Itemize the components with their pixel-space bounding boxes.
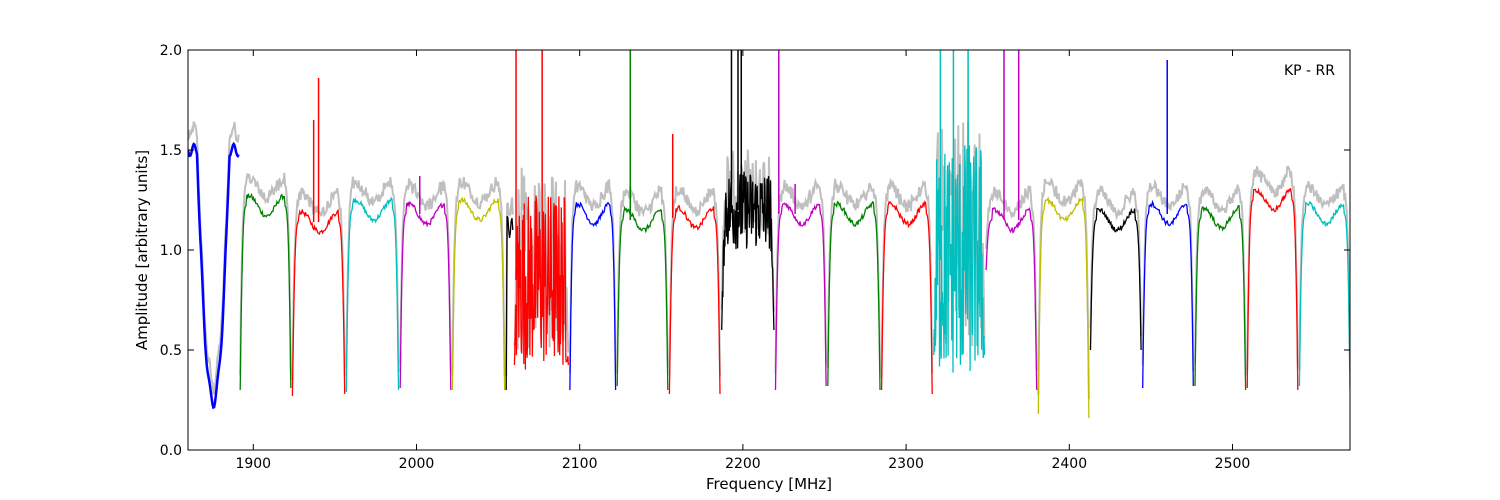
reference-trace-band	[616, 185, 669, 374]
band-series-23	[1298, 200, 1350, 391]
x-tick-label: 2000	[399, 456, 435, 472]
reference-trace-band	[985, 185, 1038, 371]
y-tick-label: 1.0	[160, 243, 182, 259]
reference-trace-band	[1246, 165, 1299, 371]
band-series-10	[616, 205, 669, 391]
reference-trace-band	[1141, 178, 1195, 372]
band-series-12	[721, 171, 775, 331]
x-tick-label: 2100	[562, 456, 598, 472]
reference-trace	[188, 121, 1350, 400]
reference-trace-band	[1037, 177, 1090, 400]
y-tick-label: 0.5	[160, 343, 182, 359]
band-series-6	[451, 196, 506, 391]
band-series-21	[1194, 204, 1247, 391]
x-tick-label: 2300	[888, 456, 924, 472]
reference-trace-band	[1194, 184, 1247, 376]
reference-trace-band	[188, 121, 240, 395]
x-tick-label: 2500	[1215, 456, 1251, 472]
reference-trace-band	[399, 178, 452, 373]
band-series-22	[1246, 187, 1299, 391]
band-series-8	[513, 195, 569, 370]
y-axis-label: Amplitude [arbitrary units]	[133, 150, 151, 350]
band-series-17	[985, 206, 1038, 391]
x-tick-label: 1900	[235, 456, 271, 472]
reference-trace-band	[239, 172, 292, 376]
band-series-11	[668, 205, 721, 395]
reference-trace-band	[668, 186, 721, 377]
band-series-2	[239, 192, 292, 391]
band-series-19	[1089, 207, 1142, 351]
reference-trace-band	[568, 178, 617, 374]
reference-trace-band	[345, 176, 400, 372]
band-series-7	[505, 215, 514, 391]
reference-trace-band	[880, 177, 934, 378]
band-series-5	[399, 200, 452, 391]
x-axis: 1900 2000 2100 2200 2300 2400 2500	[235, 50, 1250, 472]
band-series-14	[827, 200, 881, 391]
x-tick-label: 2400	[1051, 456, 1087, 472]
x-axis-label: Frequency [MHz]	[706, 475, 832, 493]
x-tick-label: 2200	[725, 456, 761, 472]
reference-trace-band	[505, 197, 514, 377]
reference-trace-band	[774, 177, 828, 374]
band-series-20	[1142, 199, 1194, 389]
band-series-4	[345, 196, 400, 393]
reference-trace-band	[1298, 180, 1350, 371]
y-tick-label: 1.5	[160, 143, 182, 159]
annotation-label: KP - RR	[1284, 63, 1335, 79]
band-series-16	[933, 145, 986, 373]
y-tick-label: 0.0	[160, 443, 182, 459]
band-series-15	[880, 200, 933, 395]
band-series-13	[774, 202, 827, 391]
band-series-3	[291, 209, 346, 397]
reference-trace-band	[1089, 184, 1143, 337]
band-series-1	[188, 141, 240, 410]
reference-trace-band	[451, 176, 506, 377]
band-series-18	[1037, 196, 1090, 419]
plot-area	[188, 50, 1350, 419]
reference-trace-band	[826, 178, 881, 373]
y-tick-label: 2.0	[160, 43, 182, 59]
band-series-9	[569, 201, 617, 391]
bands-layer	[188, 50, 1350, 419]
y-axis: 0.0 0.5 1.0 1.5 2.0	[160, 43, 1350, 459]
